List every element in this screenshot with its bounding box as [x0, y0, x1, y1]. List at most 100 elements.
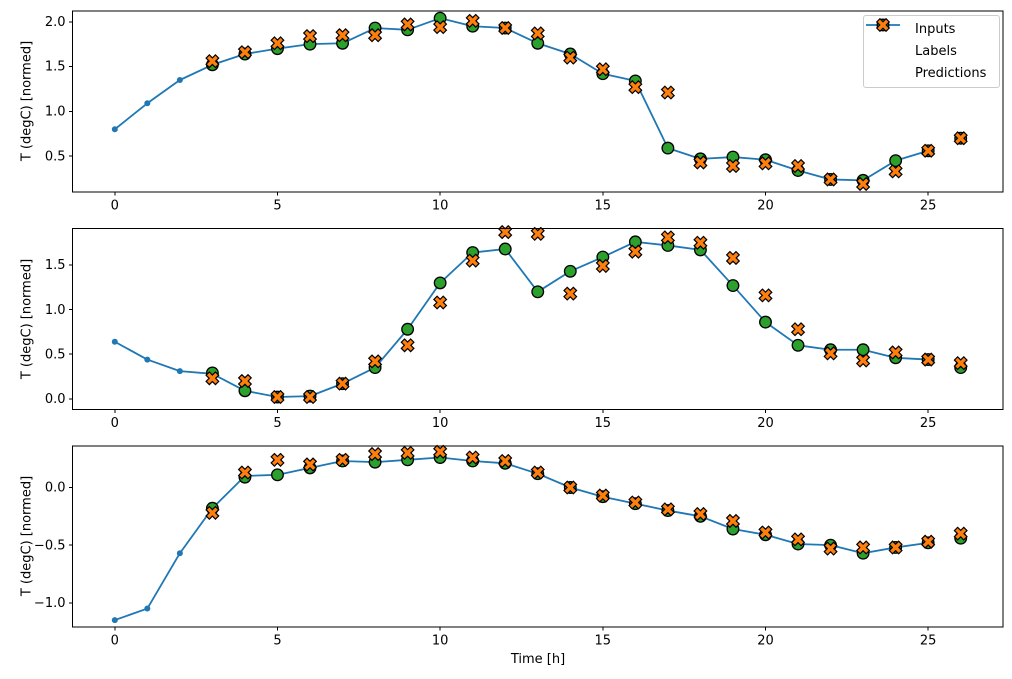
- legend-label-labels: Labels: [915, 43, 957, 59]
- predictions-point-marker: [433, 444, 448, 459]
- x-tick-label: 0: [111, 634, 119, 649]
- x-axis-ticks: 0 5 10 15 20 25: [111, 627, 936, 649]
- predictions-point-marker: [400, 445, 415, 461]
- predictions-point-marker: [530, 26, 545, 41]
- predictions-point-marker: [367, 446, 383, 462]
- predictions-point-marker: [953, 131, 968, 146]
- x-tick-label: 15: [595, 634, 612, 649]
- predictions-point-marker: [595, 488, 610, 503]
- predictions-point-marker: [237, 373, 253, 389]
- predictions-point-marker: [823, 172, 838, 187]
- y-axis-ticks: 0.0 −0.5 −1.0: [34, 481, 73, 611]
- predictions-point-marker: [563, 286, 578, 301]
- predictions-point-marker: [237, 45, 253, 60]
- predictions-point-marker: [433, 295, 448, 310]
- labels-point-marker: [531, 285, 545, 299]
- predictions-point-marker: [823, 346, 838, 361]
- subplot-2: 0 5 10 15 20 25 0.0 0.5 1.0 1.5: [45, 224, 1004, 431]
- axes-frame: [72, 445, 1004, 628]
- predictions-point-marker: [758, 156, 773, 171]
- predictions-point-marker: [237, 465, 253, 480]
- predictions-point-marker: [205, 505, 220, 521]
- inputs-point-marker: [111, 126, 118, 133]
- legend-label-inputs: Inputs: [915, 21, 956, 37]
- predictions-series: [205, 13, 968, 192]
- predictions-point-marker: [367, 28, 383, 43]
- predictions-point-marker: [693, 235, 708, 250]
- predictions-point-marker: [270, 36, 285, 51]
- inputs-point-marker: [144, 605, 151, 612]
- x-tick-label: 10: [432, 634, 449, 649]
- predictions-point-marker: [400, 17, 415, 32]
- predictions-point-marker: [530, 465, 545, 480]
- x-tick-label: 20: [757, 416, 774, 431]
- predictions-point-marker: [693, 506, 708, 522]
- predictions-point-marker: [498, 453, 513, 469]
- legend-entry-predictions: Predictions: [864, 17, 999, 85]
- inputs-point-marker: [111, 617, 118, 624]
- predictions-point-marker: [465, 450, 480, 465]
- predictions-point-marker: [628, 495, 643, 510]
- predictions-point-marker: [758, 525, 773, 540]
- predictions-point-marker: [660, 230, 676, 245]
- predictions-point-marker: [335, 452, 350, 467]
- predictions-point-marker: [205, 371, 220, 386]
- x-tick-label: 20: [757, 199, 774, 214]
- predictions-point-marker: [335, 376, 350, 391]
- predictions-point-marker: [693, 155, 708, 170]
- predictions-point-marker: [628, 80, 643, 95]
- y-tick-label: 0.5: [45, 347, 66, 362]
- predictions-x-icon: [864, 17, 908, 83]
- predictions-point-marker: [433, 19, 448, 35]
- y-tick-label: 1.5: [45, 60, 66, 75]
- inputs-point-marker: [111, 338, 118, 345]
- predictions-point-marker: [498, 20, 513, 36]
- y-tick-label: 0.0: [45, 481, 66, 496]
- x-tick-label: 15: [595, 199, 612, 214]
- x-tick-label: 0: [111, 199, 119, 214]
- predictions-point-marker: [921, 143, 936, 158]
- x-tick-label: 25: [920, 199, 937, 214]
- predictions-point-marker: [953, 526, 968, 541]
- labels-point-marker: [563, 264, 577, 278]
- y-tick-label: 1.0: [45, 105, 66, 120]
- predictions-point-marker: [270, 452, 285, 467]
- inputs-point-marker: [176, 368, 183, 375]
- predictions-point-marker: [888, 164, 903, 179]
- inputs-point-marker: [144, 356, 151, 363]
- x-tick-label: 10: [432, 416, 449, 431]
- predictions-point-marker: [855, 353, 871, 368]
- subplot-3: 0 5 10 15 20 25 0.0 −0.5 −1.0: [34, 444, 1004, 649]
- x-axis-ticks: 0 5 10 15 20 25: [111, 409, 936, 431]
- y-tick-label: −0.5: [34, 538, 66, 553]
- y-axis-label-subplot-2: T (degC) [normed]: [19, 258, 35, 380]
- predictions-point-marker: [270, 389, 285, 405]
- labels-point-marker: [433, 276, 447, 290]
- predictions-point-marker: [563, 480, 578, 495]
- predictions-point-marker: [725, 250, 741, 266]
- predictions-point-marker: [790, 532, 806, 547]
- predictions-point-marker: [660, 85, 676, 100]
- predictions-point-marker: [400, 338, 415, 353]
- predictions-point-marker: [595, 62, 610, 77]
- labels-point-marker: [856, 343, 870, 357]
- labels-point-marker: [271, 468, 284, 482]
- inputs-point-marker: [144, 100, 151, 107]
- predictions-point-marker: [628, 244, 643, 259]
- predictions-point-marker: [563, 50, 578, 65]
- axes-frame: [72, 10, 1004, 193]
- predictions-point-marker: [302, 28, 318, 44]
- x-axis-ticks: 0 5 10 15 20 25: [111, 192, 937, 214]
- predictions-point-marker: [921, 352, 936, 367]
- labels-point-marker: [401, 322, 415, 336]
- predictions-point-marker: [367, 354, 383, 369]
- labels-point-marker: [661, 141, 675, 155]
- x-tick-label: 0: [111, 416, 119, 431]
- predictions-point-marker: [888, 540, 903, 555]
- labels-point-marker: [889, 154, 903, 168]
- axes-frame: [72, 228, 1004, 410]
- y-tick-label: 2.0: [45, 15, 66, 30]
- subplot-1: 0 5 10 15 20 25 0.5 1.0 1.5 2.0: [45, 10, 1004, 214]
